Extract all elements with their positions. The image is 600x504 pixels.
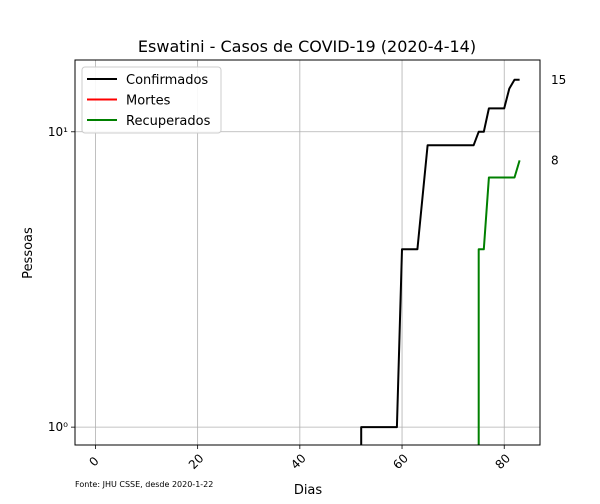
chart-title: Eswatini - Casos de COVID-19 (2020-4-14) (138, 37, 476, 56)
y-tick-label: 10¹ (48, 125, 68, 139)
legend-label: Confirmados (126, 73, 208, 88)
end-labels: 15 8 (551, 73, 566, 168)
legend-label: Mortes (126, 94, 171, 109)
x-axis-label: Dias (294, 483, 323, 498)
series-line-confirmados (360, 78, 520, 445)
legend: Confirmados Mortes Recuperados (81, 66, 222, 134)
plot-area-frame (74, 59, 541, 446)
series-lines (360, 78, 521, 445)
y-tick-label: 10⁰ (48, 420, 68, 434)
series-line-recuperados (477, 160, 521, 445)
source-note: Fonte: JHU CSSE, desde 2020-1-22 (75, 480, 213, 489)
y-axis-label: Pessoas (21, 227, 36, 279)
end-value-label: 8 (551, 153, 559, 167)
legend-label: Recuperados (126, 114, 211, 129)
legend-box (81, 66, 222, 134)
end-value-label: 15 (551, 73, 566, 87)
